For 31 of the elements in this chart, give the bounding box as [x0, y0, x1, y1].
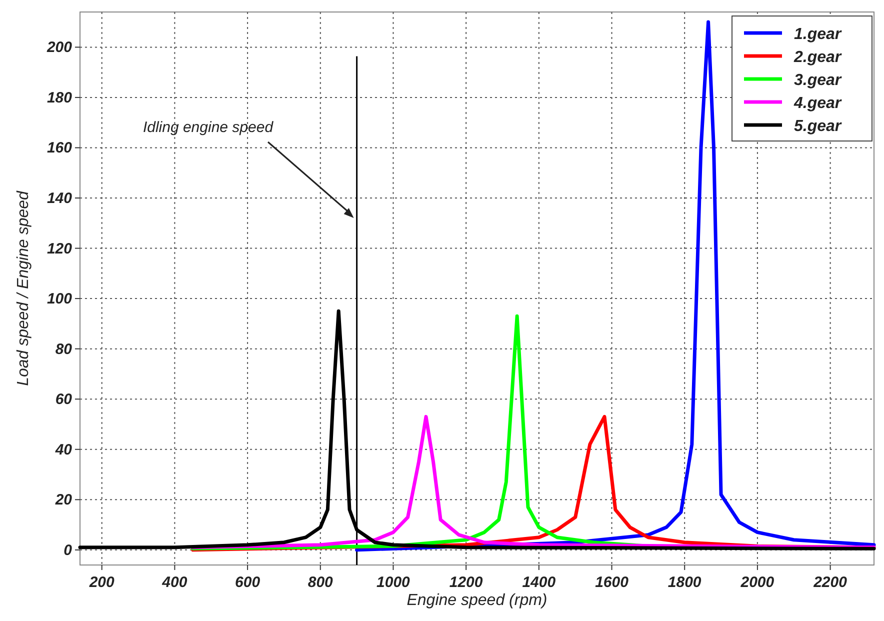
y-tick-label: 0: [64, 542, 73, 559]
y-tick-label: 160: [46, 140, 73, 157]
y-tick-label: 200: [46, 39, 73, 56]
y-tick-label: 40: [54, 441, 73, 458]
legend-label: 1.gear: [794, 26, 842, 43]
x-tick-label: 400: [161, 574, 188, 591]
x-tick-label: 1600: [595, 574, 630, 591]
y-axis-title: Load speed / Engine speed: [15, 190, 32, 386]
x-tick-label: 1800: [668, 574, 702, 591]
legend-label: 5.gear: [794, 118, 842, 135]
x-tick-label: 1000: [376, 574, 411, 591]
x-tick-label: 2000: [740, 574, 775, 591]
annotation: Idling engine speed: [142, 119, 274, 136]
x-tick-label: 1200: [449, 574, 484, 591]
legend-label: 3.gear: [794, 72, 842, 89]
y-tick-label: 20: [54, 492, 73, 509]
y-tick-label: 60: [55, 391, 73, 408]
legend-label: 2.gear: [793, 49, 842, 66]
y-tick-label: 180: [46, 89, 73, 106]
y-tick-label: 80: [55, 340, 73, 358]
x-tick-label: 1400: [522, 574, 556, 591]
y-tick-label: 120: [46, 240, 73, 258]
y-tick-label: 100: [46, 290, 73, 308]
x-tick-label: 600: [235, 574, 261, 591]
line-series: [355, 20, 876, 552]
legend-label: 4.gear: [793, 95, 842, 112]
x-tick-label: 800: [308, 574, 334, 591]
x-axis-title: Engine speed (rpm): [406, 592, 548, 609]
y-tick-label: 140: [46, 190, 73, 208]
x-tick-label: 2200: [812, 574, 848, 591]
x-tick-label: 200: [88, 574, 116, 591]
